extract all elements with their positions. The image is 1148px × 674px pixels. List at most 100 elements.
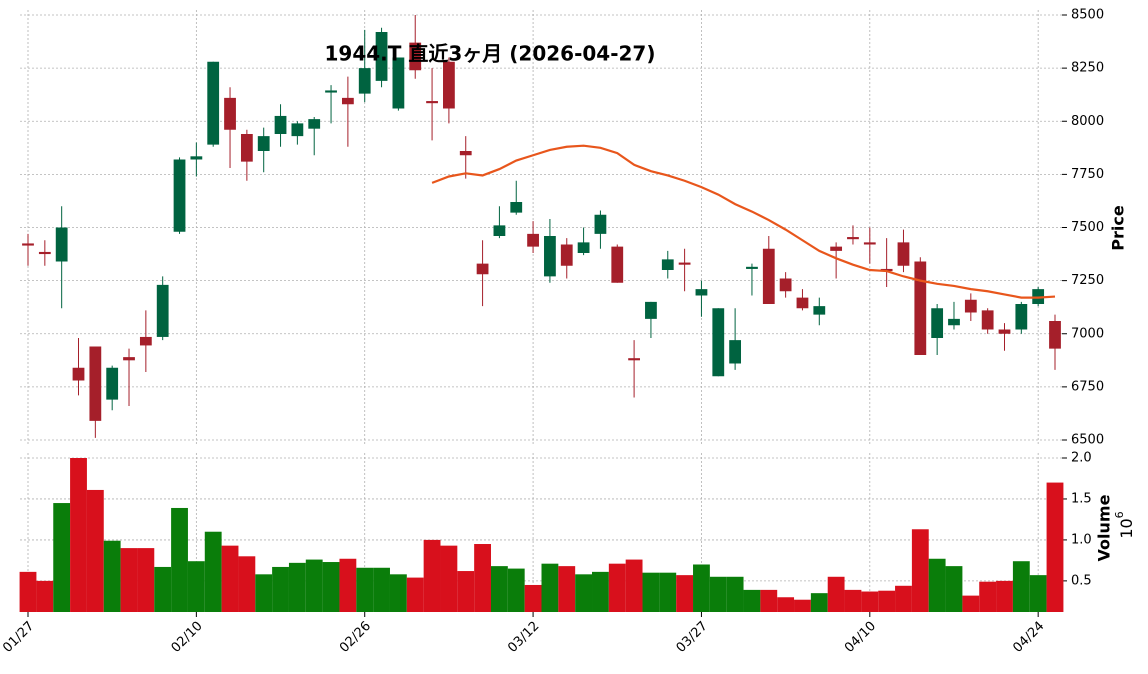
candle-body xyxy=(830,246,843,251)
candle-body xyxy=(897,242,910,266)
volume-bar xyxy=(288,562,306,612)
candle-body xyxy=(611,246,624,283)
y-tick-label: 7000 xyxy=(1071,326,1104,341)
volume-bar xyxy=(642,572,660,612)
candle-body xyxy=(375,32,388,81)
candle-body xyxy=(594,214,607,234)
volume-bar xyxy=(962,595,980,612)
volume-bar xyxy=(490,566,508,612)
candle-body xyxy=(645,301,657,319)
volume-bar xyxy=(524,584,542,612)
volume-bar xyxy=(272,566,289,612)
candle-body xyxy=(459,151,472,156)
volume-tick-label: 0.5 xyxy=(1071,573,1092,588)
candle-body xyxy=(628,358,640,361)
volume-bar xyxy=(373,567,390,612)
y-tick-label: 7250 xyxy=(1071,273,1104,288)
candle-body xyxy=(712,308,725,377)
volume-bar xyxy=(592,571,609,612)
candle-body xyxy=(964,299,977,313)
volume-bar xyxy=(844,589,862,612)
volume-bar xyxy=(911,529,929,612)
candle-body xyxy=(476,263,489,275)
candle-body xyxy=(981,310,994,330)
candle-body xyxy=(257,136,270,151)
volume-bar xyxy=(895,585,912,612)
candle-body xyxy=(847,237,859,240)
y-tick-label: 7750 xyxy=(1071,167,1104,182)
candle-body xyxy=(207,61,220,145)
x-tick-label: 04/10 xyxy=(842,619,879,656)
volume-bar xyxy=(996,580,1013,612)
candle-body xyxy=(914,261,927,355)
candle-body xyxy=(661,259,674,270)
volume-bar xyxy=(608,563,626,612)
volume-bar xyxy=(827,576,845,612)
candle-body xyxy=(341,97,354,105)
candle-body xyxy=(544,236,556,277)
exponent-base: 10 xyxy=(1117,518,1136,538)
candle-body xyxy=(291,123,304,137)
y-tick-label: 8250 xyxy=(1071,61,1104,76)
y-axis-label: Price xyxy=(1109,205,1128,251)
volume-bar xyxy=(676,575,694,612)
candle-body xyxy=(72,367,85,381)
volume-bar xyxy=(575,574,593,612)
candle-body xyxy=(156,284,169,337)
candle-body xyxy=(510,202,523,213)
volume-bar xyxy=(558,566,576,612)
x-tick-label: 02/10 xyxy=(169,619,206,656)
volume-bar xyxy=(221,545,239,612)
candle-body xyxy=(493,225,506,236)
volume-bar xyxy=(423,539,441,612)
candle-body xyxy=(779,278,792,292)
volume-bar xyxy=(979,581,997,612)
candle-body xyxy=(22,243,34,246)
candle-body xyxy=(358,68,371,94)
candle-body xyxy=(308,119,321,129)
volume-bar xyxy=(389,574,407,612)
candle-body xyxy=(38,251,51,255)
volume-bar xyxy=(659,572,677,612)
candle-body xyxy=(948,318,960,326)
volume-bar xyxy=(36,580,54,612)
candle-body xyxy=(998,329,1011,334)
volume-bar xyxy=(709,576,727,612)
candle-body xyxy=(746,266,758,269)
volume-bar xyxy=(794,599,811,612)
volume-bar xyxy=(743,589,761,612)
volume-bar xyxy=(120,548,138,612)
volume-exponent: 106 xyxy=(1113,511,1136,538)
volume-bar xyxy=(810,593,828,612)
candle-body xyxy=(190,156,203,160)
candle-body xyxy=(274,115,287,134)
candle-body xyxy=(1015,304,1028,330)
y-tick-label: 8500 xyxy=(1071,8,1104,23)
volume-bar xyxy=(322,562,340,612)
volume-bar xyxy=(878,590,896,612)
candle-body xyxy=(409,42,422,71)
candle-body xyxy=(325,90,337,93)
volume-bar xyxy=(238,556,256,612)
volume-tick-label: 2.0 xyxy=(1071,451,1092,466)
volume-bar xyxy=(255,574,273,612)
candle-body xyxy=(392,57,405,109)
volume-bar xyxy=(406,577,424,612)
x-tick-label: 01/27 xyxy=(0,619,37,656)
candle-body xyxy=(560,244,573,266)
y-tick-label: 6750 xyxy=(1071,379,1104,394)
volume-bar xyxy=(53,503,71,612)
volume-bar xyxy=(171,507,188,612)
candle-body xyxy=(173,159,186,232)
candle-body xyxy=(443,61,455,109)
volume-bar xyxy=(86,489,104,612)
volume-bar xyxy=(440,545,458,612)
volume-bar xyxy=(137,548,155,612)
candle-body xyxy=(577,242,590,253)
volume-bar xyxy=(1012,561,1030,612)
x-tick-label: 02/26 xyxy=(337,619,374,656)
volume-bar xyxy=(726,576,744,612)
volume-bar xyxy=(187,561,205,612)
volume-bar xyxy=(19,571,37,612)
